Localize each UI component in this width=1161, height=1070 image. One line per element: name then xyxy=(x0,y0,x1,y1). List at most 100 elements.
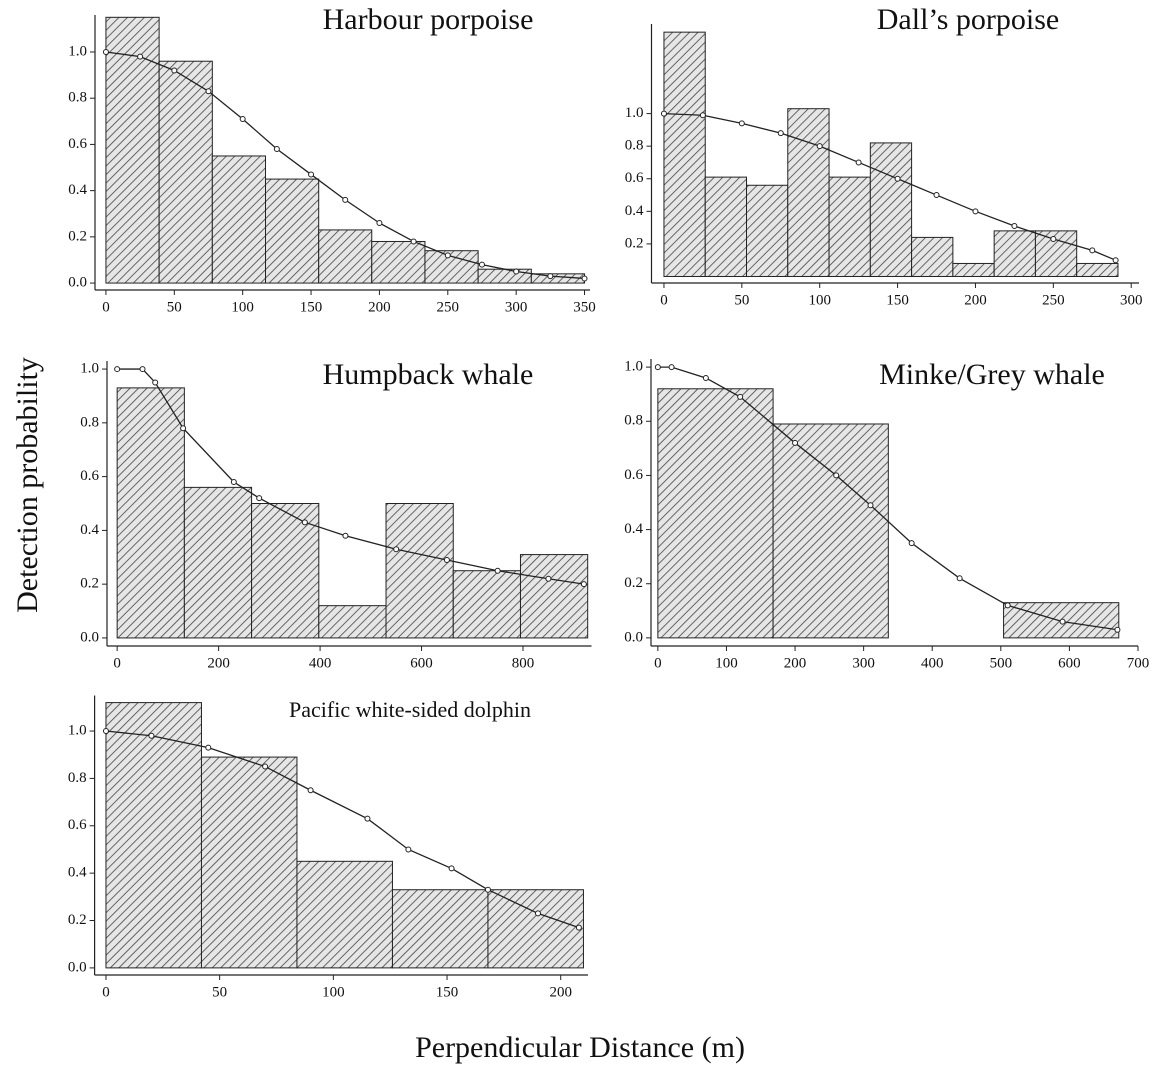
curve-point xyxy=(494,567,501,574)
bar xyxy=(424,250,479,284)
y-tick-label: 0.4 xyxy=(80,522,99,538)
bar xyxy=(105,16,160,284)
curve-point xyxy=(1004,602,1011,609)
y-tick-label: 0.8 xyxy=(68,90,87,106)
y-tick-label: 0.4 xyxy=(625,203,644,219)
curve-point xyxy=(1050,236,1057,243)
y-tick-label: 0.8 xyxy=(624,413,643,429)
y-tick-label: 0.8 xyxy=(80,414,99,430)
y-tick-label: 1.0 xyxy=(68,43,87,59)
curve-point xyxy=(148,732,155,739)
curve-point xyxy=(738,120,745,127)
y-tick-label: 0.6 xyxy=(624,467,643,483)
panel-title: Humpback whale xyxy=(323,358,534,391)
x-tick-label: 200 xyxy=(784,655,807,671)
y-tick-label: 0.4 xyxy=(68,182,87,198)
curve-point xyxy=(894,175,901,182)
curve-point xyxy=(301,519,308,526)
curve-point xyxy=(513,268,520,275)
curve-point xyxy=(256,495,263,502)
curve-point xyxy=(410,238,417,245)
bar xyxy=(105,702,202,969)
bar xyxy=(1034,230,1078,277)
x-tick-label: 800 xyxy=(512,655,535,671)
x-tick-label: 0 xyxy=(654,655,662,671)
x-tick-label: 200 xyxy=(964,292,987,308)
x-tick-label: 600 xyxy=(1058,655,1081,671)
curve-point xyxy=(239,115,246,122)
curve-point xyxy=(405,846,412,853)
bar xyxy=(477,268,532,284)
bar xyxy=(385,503,454,639)
curve-point xyxy=(205,88,212,95)
x-tick-label: 100 xyxy=(231,299,254,315)
curve-point xyxy=(307,787,314,794)
y-tick-label: 0.4 xyxy=(624,521,643,537)
x-tick-label: 200 xyxy=(549,984,572,1000)
y-tick-label: 0.4 xyxy=(68,865,87,881)
curve-point xyxy=(364,815,371,822)
curve-point xyxy=(478,261,485,268)
panel-title: Pacific white-sided dolphin xyxy=(289,697,531,722)
y-tick-label: 0.0 xyxy=(68,959,87,975)
y-tick-label: 0.6 xyxy=(625,170,644,186)
bar xyxy=(251,503,320,639)
curve-point xyxy=(654,364,661,371)
curve-point xyxy=(273,146,280,153)
detection-curve xyxy=(657,366,1118,631)
curve-point xyxy=(1089,247,1096,254)
curve-point xyxy=(1112,257,1119,264)
curve-point xyxy=(443,556,450,563)
x-tick-label: 0 xyxy=(102,984,110,1000)
x-tick-label: 250 xyxy=(437,299,460,315)
x-tick-label: 100 xyxy=(715,655,738,671)
curve-point xyxy=(575,924,582,931)
x-axis-label: Perpendicular Distance (m) xyxy=(415,1031,745,1064)
y-tick-label: 0.2 xyxy=(80,576,99,592)
curve-point xyxy=(376,219,383,226)
curve-point xyxy=(545,575,552,582)
bar xyxy=(704,176,748,277)
panel-title: Harbour porpoise xyxy=(323,3,534,36)
curve-point xyxy=(139,366,146,373)
curve-point xyxy=(342,196,349,203)
curve-point xyxy=(867,502,874,509)
curve-point xyxy=(1114,626,1121,633)
curve-point xyxy=(114,366,121,373)
bar xyxy=(183,486,253,639)
x-tick-label: 600 xyxy=(410,655,433,671)
curve-point xyxy=(230,478,237,485)
y-tick-label: 0.0 xyxy=(624,629,643,645)
x-tick-label: 50 xyxy=(734,292,749,308)
curve-point xyxy=(448,865,455,872)
curve-point xyxy=(908,540,915,547)
x-tick-label: 700 xyxy=(1127,655,1150,671)
panel-title: Dall’s porpoise xyxy=(877,3,1059,36)
bar xyxy=(200,756,298,969)
x-tick-label: 0 xyxy=(113,655,121,671)
bar xyxy=(318,229,373,284)
curve-point xyxy=(171,67,178,74)
bar xyxy=(663,31,706,277)
curve-point xyxy=(180,425,187,432)
x-tick-label: 0 xyxy=(660,292,668,308)
curve-point xyxy=(702,374,709,381)
x-tick-label: 100 xyxy=(322,984,345,1000)
bar xyxy=(911,236,954,277)
curve-point xyxy=(205,744,212,751)
curve-point xyxy=(1059,618,1066,625)
x-tick-label: 250 xyxy=(1042,292,1065,308)
curve-point xyxy=(660,110,667,117)
x-tick-label: 150 xyxy=(886,292,909,308)
curve-point xyxy=(792,439,799,446)
y-tick-label: 0.2 xyxy=(68,228,87,244)
curve-point xyxy=(534,910,541,917)
curve-point xyxy=(393,546,400,553)
bar xyxy=(828,176,871,277)
bar xyxy=(787,108,830,277)
bar xyxy=(993,230,1036,277)
curve-point xyxy=(102,728,109,735)
curve-point xyxy=(699,112,706,119)
bar xyxy=(772,423,889,639)
y-tick-label: 0.6 xyxy=(68,136,87,152)
